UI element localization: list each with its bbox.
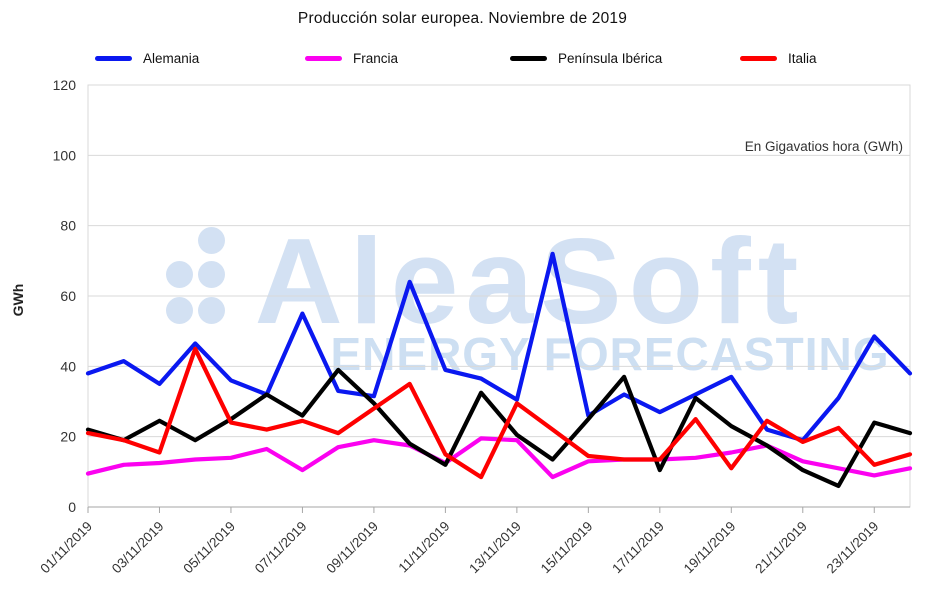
x-tick-label: 03/11/2019 xyxy=(109,519,167,577)
logo-dot-icon xyxy=(198,261,225,288)
chart-title: Producción solar europea. Noviembre de 2… xyxy=(297,10,628,27)
watermark-tagline-text: ENERGY FORECASTING xyxy=(330,328,890,380)
x-tick-label: 11/11/2019 xyxy=(396,519,453,576)
y-tick-label: 100 xyxy=(53,147,77,163)
x-tick-label: 15/11/2019 xyxy=(538,519,596,577)
legend-item-italia: Italia xyxy=(740,51,817,66)
logo-dot-icon xyxy=(166,297,193,324)
legend-line-swatch-alemania xyxy=(95,56,132,61)
legend-label-francia: Francia xyxy=(353,51,399,66)
series-line-península-ibérica xyxy=(85,367,913,488)
x-tick-label: 23/11/2019 xyxy=(824,519,882,577)
x-tick-label: 05/11/2019 xyxy=(180,519,238,577)
watermark-brand-text: AleaSoft xyxy=(254,213,806,349)
y-tick-label: 0 xyxy=(68,499,76,515)
legend-label-peninsula-iberica: Península Ibérica xyxy=(558,51,663,66)
x-tick-label: 01/11/2019 xyxy=(37,519,95,577)
legend-line-swatch-francia xyxy=(305,56,342,61)
units-annotation: En Gigavatios hora (GWh) xyxy=(744,139,903,154)
y-tick-label: 60 xyxy=(60,288,76,304)
x-tick-label: 13/11/2019 xyxy=(466,519,524,577)
logo-dot-icon xyxy=(198,297,225,324)
x-tick-label: 07/11/2019 xyxy=(252,519,310,577)
series-line-alemania xyxy=(85,251,913,443)
x-tick-label: 21/11/2019 xyxy=(752,519,810,577)
legend-label-italia: Italia xyxy=(788,51,817,66)
legend-line-swatch-italia xyxy=(740,56,777,61)
series-line-italia xyxy=(85,346,913,480)
legend-item-peninsula-iberica: Península Ibérica xyxy=(510,51,662,66)
y-tick-label: 120 xyxy=(53,77,77,93)
logo-dot-icon xyxy=(166,261,193,288)
legend-item-francia: Francia xyxy=(305,51,398,66)
x-tick-label: 17/11/2019 xyxy=(609,519,667,577)
legend-label-alemania: Alemania xyxy=(143,51,200,66)
x-tick-label: 19/11/2019 xyxy=(681,519,739,577)
y-tick-label: 20 xyxy=(60,429,76,445)
legend-line-swatch-peninsula-iberica xyxy=(510,56,547,61)
legend-item-alemania: Alemania xyxy=(95,51,199,66)
x-tick-label: 09/11/2019 xyxy=(323,519,381,577)
y-tick-label: 40 xyxy=(60,358,76,374)
y-tick-label: 80 xyxy=(60,218,76,234)
logo-dot-icon xyxy=(198,227,225,254)
